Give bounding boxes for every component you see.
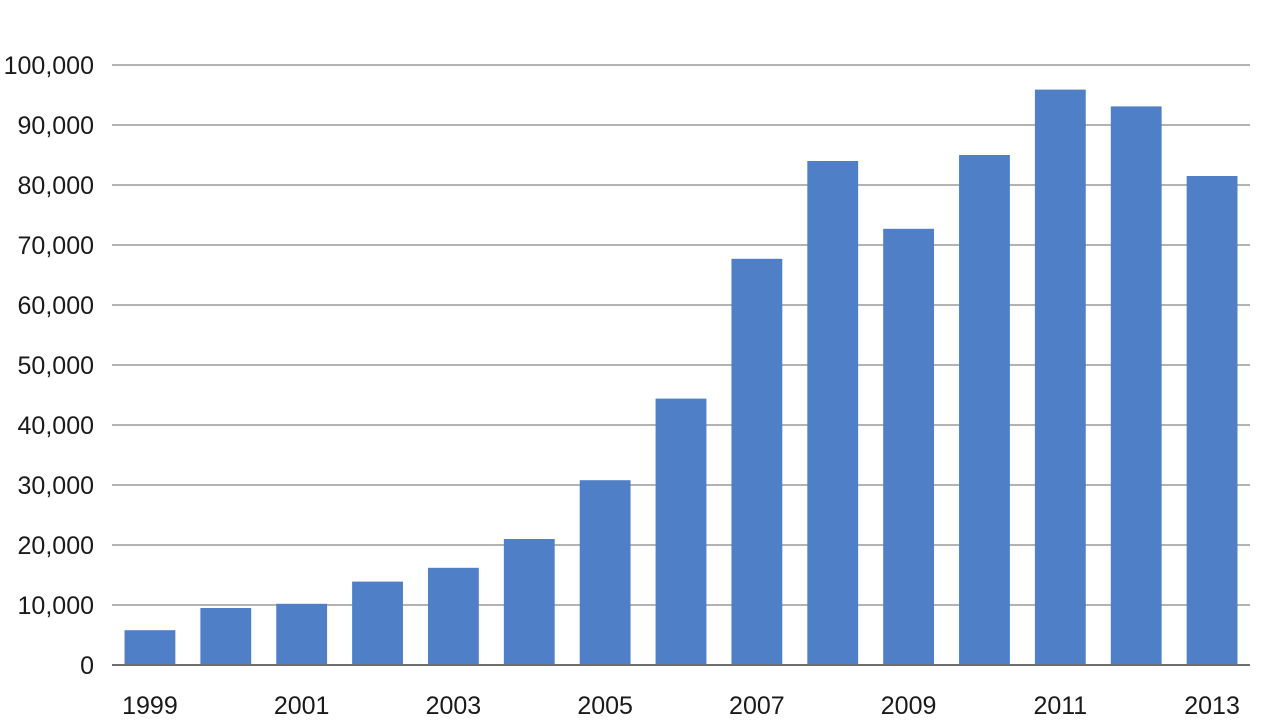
- bar-1999: [124, 630, 176, 665]
- bar-2003: [427, 567, 479, 665]
- bar-2010: [959, 155, 1010, 665]
- bars: [124, 89, 1238, 666]
- bar-2013: [1186, 176, 1238, 665]
- y-tick-label: 70,000: [18, 232, 94, 260]
- y-tick-label: 60,000: [18, 292, 94, 320]
- y-tick-label: 0: [80, 652, 94, 680]
- bar-2002: [352, 581, 403, 665]
- x-tick-label: 2007: [729, 692, 785, 720]
- bar-2012: [1110, 106, 1162, 665]
- bar-2004: [503, 539, 555, 665]
- bar-2001: [276, 603, 328, 665]
- y-tick-label: 90,000: [18, 112, 94, 140]
- bar-2005: [579, 480, 631, 665]
- x-tick-label: 2001: [274, 692, 330, 720]
- y-tick-label: 50,000: [18, 352, 94, 380]
- y-tick-labels: 0 10,000 20,000 30,000 40,000 50,000 60,000 70,…: [4, 52, 94, 680]
- x-tick-label: 2013: [1184, 692, 1240, 720]
- x-tick-labels: 1999 2001 2003 2005 2007 2009 2011 2013: [122, 692, 1240, 720]
- x-tick-label: 2011: [1033, 692, 1087, 720]
- gridlines: [112, 64, 1250, 606]
- y-tick-label: 30,000: [18, 472, 94, 500]
- bar-2009: [883, 228, 935, 666]
- y-tick-label: 20,000: [18, 532, 94, 560]
- y-tick-label: 10,000: [18, 592, 94, 620]
- bar-2007: [731, 258, 783, 665]
- bar-2000: [200, 608, 252, 665]
- bar-2006: [655, 398, 707, 665]
- x-tick-label: 2009: [881, 692, 937, 720]
- x-tick-label: 1999: [122, 692, 178, 720]
- y-tick-label: 40,000: [18, 412, 94, 440]
- y-tick-label: 100,000: [4, 52, 94, 80]
- x-tick-label: 2003: [426, 692, 482, 720]
- x-tick-label: 2005: [577, 692, 633, 720]
- bar-2008: [807, 161, 859, 665]
- y-tick-label: 80,000: [18, 172, 94, 200]
- bar-2011: [1034, 89, 1086, 666]
